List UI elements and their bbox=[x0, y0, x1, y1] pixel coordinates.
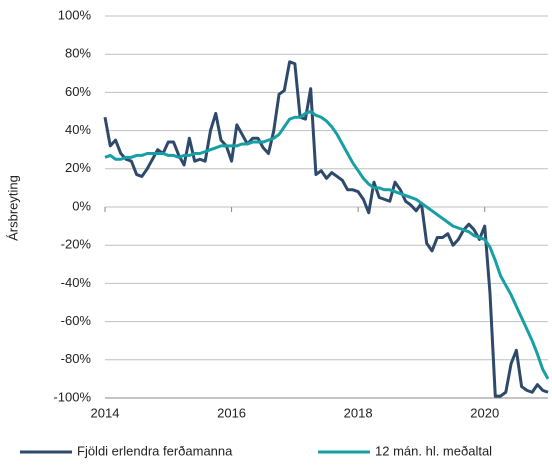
y-tick-label: 100% bbox=[58, 7, 92, 22]
y-tick-label: -20% bbox=[61, 237, 92, 252]
legend-label: 12 mán. hl. meðaltal bbox=[375, 443, 492, 458]
x-tick-label: 2020 bbox=[470, 405, 499, 420]
y-tick-label: 80% bbox=[65, 46, 91, 61]
series-line bbox=[104, 110, 550, 380]
x-tick-label: 2018 bbox=[344, 405, 373, 420]
legend-label: Fjöldi erlendra ferðamanna bbox=[77, 443, 233, 458]
y-tick-label: -80% bbox=[61, 351, 92, 366]
x-tick-label: 2014 bbox=[91, 405, 120, 420]
y-tick-label: 20% bbox=[65, 160, 91, 175]
y-tick-label: -40% bbox=[61, 275, 92, 290]
y-tick-label: 60% bbox=[65, 84, 91, 99]
y-tick-label: 0% bbox=[72, 198, 91, 213]
series-line bbox=[103, 60, 549, 398]
y-tick-label: -60% bbox=[61, 313, 92, 328]
y-axis-label: Ársbreyting bbox=[5, 175, 20, 241]
x-tick-label: 2016 bbox=[217, 405, 246, 420]
y-tick-label: -100% bbox=[53, 389, 91, 404]
y-tick-label: 40% bbox=[65, 122, 91, 137]
